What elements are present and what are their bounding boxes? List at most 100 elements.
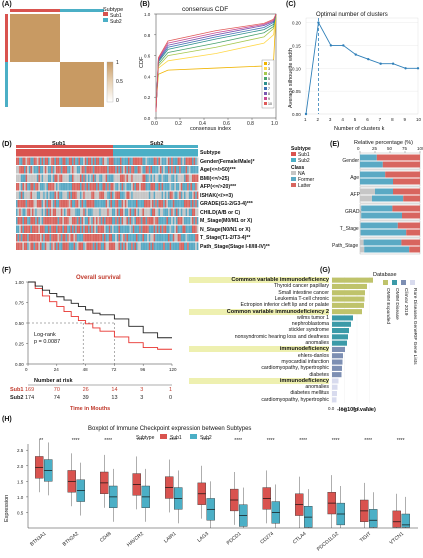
heatmap-cell — [75, 242, 77, 250]
heatmap-cell — [94, 242, 96, 250]
heatmap-cell — [27, 225, 29, 233]
legend-swatch-former — [291, 177, 296, 181]
heatmap-cell — [56, 217, 58, 225]
heatmap-cell — [164, 191, 167, 199]
heatmap-cell — [28, 157, 31, 165]
heatmap-cell — [105, 166, 108, 174]
heatmap-cell — [105, 242, 108, 250]
heatmap-cell — [92, 191, 95, 199]
heatmap-cell — [166, 174, 168, 182]
heatmap-cell — [112, 217, 114, 225]
heatmap-cell — [185, 157, 188, 165]
heatmap-cell — [164, 234, 167, 242]
heatmap-cell — [88, 242, 90, 250]
heatmap-cell — [40, 242, 42, 250]
heatmap-cell — [107, 234, 109, 242]
heatmap-cell — [100, 217, 103, 225]
heatmap-cell — [182, 242, 184, 250]
heatmap-cell — [99, 157, 101, 165]
heatmap-cell — [131, 183, 133, 191]
heatmap-cell — [134, 242, 136, 250]
heatmap-cell — [25, 242, 28, 250]
stacked-bar-seg — [376, 154, 420, 161]
heatmap-cell — [33, 183, 36, 191]
heatmap-cell — [150, 242, 152, 250]
silhouette-point — [367, 57, 370, 61]
heatmap-cell — [166, 200, 168, 208]
heatmap-cell — [76, 200, 79, 208]
heatmap-cell — [121, 242, 124, 250]
heatmap-cell — [110, 200, 112, 208]
heatmap-cell — [72, 225, 74, 233]
y-tick-label: 1.00 — [15, 280, 24, 285]
heatmap-cell — [16, 217, 18, 225]
heatmap-cell — [57, 242, 60, 250]
heatmap-cell — [148, 191, 151, 199]
heatmap-cell — [147, 200, 149, 208]
heatmap-cell — [120, 242, 122, 250]
heatmap-cell — [164, 183, 167, 191]
heatmap-cell — [142, 174, 144, 182]
heatmap-cell — [129, 234, 132, 242]
heatmap-cell — [168, 217, 170, 225]
heatmap-cell — [54, 208, 56, 216]
panel-a: (A) Subtype Sub1 Sub2 1 0.5 0 — [0, 0, 138, 137]
heatmap-cell — [41, 217, 44, 225]
heatmap-cell — [86, 183, 88, 191]
heatmap-cell — [76, 191, 79, 199]
heatmap-cell — [38, 242, 40, 250]
heatmap-cell — [64, 157, 66, 165]
heatmap-cell — [32, 242, 34, 250]
heatmap-cell — [92, 157, 95, 165]
heatmap-cell — [83, 183, 85, 191]
heatmap-cell — [190, 183, 192, 191]
heatmap-cell — [54, 174, 56, 182]
heatmap-cell — [48, 157, 50, 165]
y-tick-label: 0.05 — [292, 89, 301, 94]
heatmap-cell — [92, 183, 95, 191]
heatmap-cell — [68, 157, 71, 165]
heatmap-cell — [57, 191, 60, 199]
heatmap-cell — [104, 174, 106, 182]
y-tick-label: 0.4 — [144, 74, 151, 79]
heatmap-cell — [153, 242, 156, 250]
heatmap-cell — [172, 166, 175, 174]
heatmap-cell — [140, 234, 143, 242]
heatmap-cell — [49, 234, 52, 242]
heatmap-cell — [62, 217, 64, 225]
heatmap-cell — [148, 208, 151, 216]
heatmap-cell — [112, 200, 114, 208]
heatmap-cell — [196, 183, 199, 191]
x-tick-label: 0.0 — [328, 406, 335, 411]
heatmap-cell — [115, 225, 117, 233]
heatmap-cell — [92, 225, 95, 233]
heatmap-cell — [180, 242, 183, 250]
panel-a-scale-1: 1 — [116, 60, 119, 66]
heatmap-cell — [180, 157, 183, 165]
heatmap-cell — [104, 242, 106, 250]
heatmap-cell — [139, 166, 141, 174]
heatmap-cell — [184, 200, 186, 208]
heatmap-cell — [72, 174, 74, 182]
x-tick-label: 0 — [357, 146, 360, 151]
heatmap-cell — [54, 183, 56, 191]
heatmap-cell — [161, 157, 164, 165]
legend-label: 4 — [268, 72, 270, 76]
heatmap-cell — [48, 200, 50, 208]
heatmap-cell — [163, 166, 165, 174]
heatmap-cell — [54, 157, 56, 165]
risk-value: 169 — [25, 387, 35, 393]
heatmap-cell — [17, 217, 20, 225]
heatmap-cell — [121, 208, 124, 216]
heatmap-cell — [128, 191, 130, 199]
heatmap-cell — [163, 200, 165, 208]
heatmap-cell — [124, 208, 127, 216]
heatmap-cell — [86, 225, 88, 233]
heatmap-cell — [136, 166, 138, 174]
heatmap-cell — [56, 166, 58, 174]
heatmap-cell — [41, 242, 44, 250]
panel-d-legend-latter: Latter — [298, 183, 311, 189]
heatmap-cell — [115, 166, 117, 174]
panel-d-legend-sub2: Sub2 — [298, 158, 310, 164]
heatmap-cell — [184, 242, 186, 250]
